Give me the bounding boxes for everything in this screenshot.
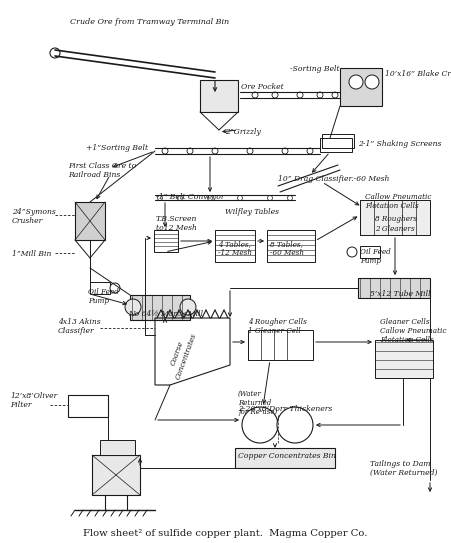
Text: 2-1” Shaking Screens: 2-1” Shaking Screens <box>358 140 442 148</box>
Circle shape <box>242 407 278 443</box>
Text: -1” Belt Conveyor: -1” Belt Conveyor <box>156 193 224 201</box>
Text: 4x13 Akins
Classifier: 4x13 Akins Classifier <box>58 318 101 335</box>
Bar <box>360 200 430 235</box>
Circle shape <box>365 75 379 89</box>
Bar <box>235 448 335 468</box>
Text: Gleaner Cells
Callow Pneumatic
Flotation Cells: Gleaner Cells Callow Pneumatic Flotation… <box>380 318 446 344</box>
Text: Ore Pocket: Ore Pocket <box>241 83 284 91</box>
Bar <box>358 278 430 298</box>
Bar <box>90 282 110 294</box>
Circle shape <box>110 283 120 293</box>
Text: Wilfley Tables: Wilfley Tables <box>225 208 279 216</box>
Text: Flow sheet² of sulfide copper plant.  Magma Copper Co.: Flow sheet² of sulfide copper plant. Mag… <box>83 528 367 538</box>
Bar <box>130 295 190 320</box>
Text: 12’x8’Oliver
Filter: 12’x8’Oliver Filter <box>10 392 57 409</box>
Circle shape <box>277 407 313 443</box>
Text: Coarse
Concentrates: Coarse Concentrates <box>166 329 198 381</box>
Bar <box>68 395 108 417</box>
Bar <box>322 134 354 148</box>
Bar <box>320 138 352 152</box>
Text: 2-20’x8’Dorr Thickeners: 2-20’x8’Dorr Thickeners <box>238 405 332 413</box>
Text: (Water
Returned
for Re-use): (Water Returned for Re-use) <box>238 390 277 416</box>
Bar <box>215 230 255 262</box>
Text: 4 Rougher Cells
1 Gleaner Cell: 4 Rougher Cells 1 Gleaner Cell <box>248 318 307 335</box>
Circle shape <box>347 247 357 257</box>
Text: No 64½ Marcy Mill: No 64½ Marcy Mill <box>128 310 203 318</box>
Text: 8 Tables,
-60 Mesh: 8 Tables, -60 Mesh <box>270 240 304 257</box>
Bar <box>248 330 313 360</box>
Circle shape <box>349 75 363 89</box>
Bar <box>100 440 135 455</box>
Text: -Sorting Belt: -Sorting Belt <box>290 65 340 73</box>
Text: Crude Ore from Tramway Terminal Bin: Crude Ore from Tramway Terminal Bin <box>70 18 230 26</box>
Text: 2 Gleaners: 2 Gleaners <box>375 225 415 233</box>
Bar <box>360 246 380 258</box>
Bar <box>340 68 382 106</box>
Text: 4 Tables,
-12 Mesh: 4 Tables, -12 Mesh <box>218 240 252 257</box>
Text: 5’x12 Tube Mill: 5’x12 Tube Mill <box>370 290 431 298</box>
Bar <box>267 230 315 262</box>
Text: 8 Roughers: 8 Roughers <box>375 215 417 223</box>
Circle shape <box>50 48 60 58</box>
Circle shape <box>125 299 141 315</box>
Text: 10” Drag Classifier.-60 Mesh: 10” Drag Classifier.-60 Mesh <box>278 175 389 183</box>
Circle shape <box>180 299 196 315</box>
Text: Oil Feed
Pump: Oil Feed Pump <box>360 248 391 265</box>
Text: 24”Symons
Crusher: 24”Symons Crusher <box>12 208 56 225</box>
Text: 10’x16” Blake Crusher: 10’x16” Blake Crusher <box>385 70 451 78</box>
Text: 1”Mill Bin: 1”Mill Bin <box>12 250 51 258</box>
Text: +1”Sorting Belt: +1”Sorting Belt <box>86 144 148 152</box>
Text: Tailings to Dam
(Water Returned): Tailings to Dam (Water Returned) <box>370 460 437 477</box>
Bar <box>200 80 238 112</box>
Bar <box>154 230 178 252</box>
Text: Oil Feed
Pump: Oil Feed Pump <box>88 288 119 305</box>
Text: First Class Ore to
Railroad Bins: First Class Ore to Railroad Bins <box>68 162 136 179</box>
Bar <box>375 340 433 378</box>
Bar <box>75 202 105 240</box>
Bar <box>92 455 140 495</box>
Text: Callow Pneumatic
Flotation Cells: Callow Pneumatic Flotation Cells <box>365 193 431 210</box>
Text: Copper Concentrates Bin: Copper Concentrates Bin <box>238 452 336 460</box>
Text: 2”Grizzly: 2”Grizzly <box>225 128 261 136</box>
Text: T.B.Screen
to12 Mesh: T.B.Screen to12 Mesh <box>156 215 198 232</box>
